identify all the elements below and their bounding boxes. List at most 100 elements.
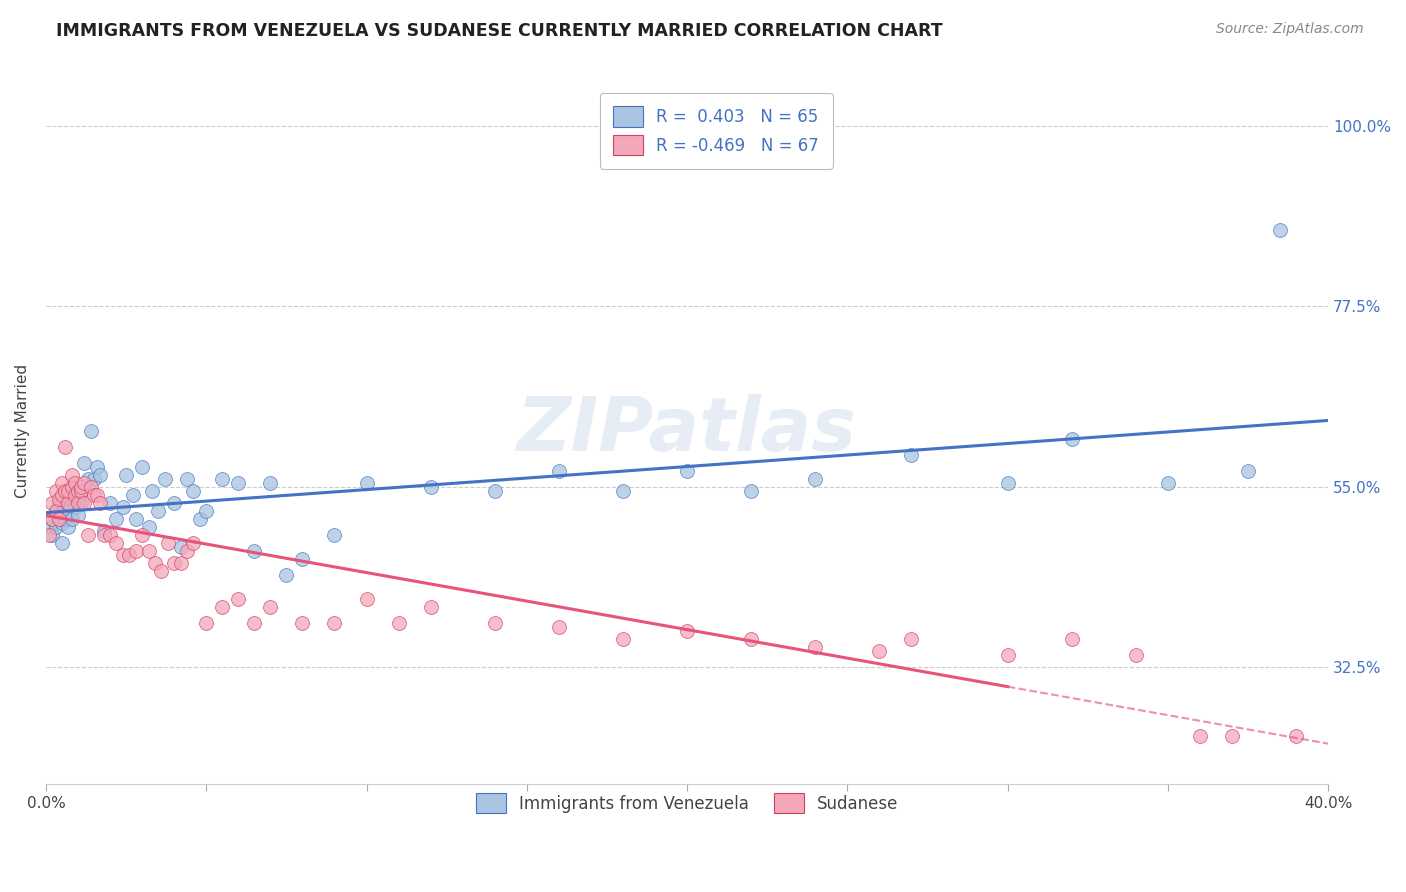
- Point: [51, 488, 73, 502]
- Point: [98, 528, 121, 542]
- Point: [53, 500, 76, 514]
- Point: [53, 483, 76, 498]
- Point: [900, 632, 922, 647]
- Point: [1060, 632, 1083, 647]
- Point: [45, 504, 67, 518]
- Point: [259, 600, 281, 615]
- Point: [58, 483, 80, 498]
- Point: [48, 512, 70, 526]
- Point: [45, 520, 67, 534]
- Point: [93, 528, 115, 542]
- Point: [60, 467, 83, 482]
- Point: [143, 556, 166, 570]
- Point: [676, 624, 699, 639]
- Point: [226, 592, 249, 607]
- Point: [125, 544, 148, 558]
- Point: [868, 644, 890, 658]
- Point: [51, 536, 73, 550]
- Point: [419, 600, 441, 615]
- Point: [740, 483, 762, 498]
- Text: IMMIGRANTS FROM VENEZUELA VS SUDANESE CURRENTLY MARRIED CORRELATION CHART: IMMIGRANTS FROM VENEZUELA VS SUDANESE CU…: [56, 22, 943, 40]
- Point: [63, 488, 86, 502]
- Point: [804, 472, 827, 486]
- Point: [176, 544, 198, 558]
- Point: [121, 488, 143, 502]
- Point: [70, 483, 93, 498]
- Point: [323, 528, 346, 542]
- Point: [150, 564, 173, 578]
- Point: [169, 556, 191, 570]
- Point: [169, 540, 191, 554]
- Point: [195, 504, 218, 518]
- Point: [131, 528, 153, 542]
- Point: [211, 600, 233, 615]
- Point: [163, 556, 186, 570]
- Point: [41, 496, 63, 510]
- Point: [1220, 729, 1243, 743]
- Point: [98, 496, 121, 510]
- Point: [70, 496, 93, 510]
- Point: [48, 491, 70, 506]
- Point: [51, 516, 73, 530]
- Point: [45, 504, 67, 518]
- Point: [41, 512, 63, 526]
- Point: [80, 424, 103, 438]
- Point: [547, 620, 569, 634]
- Point: [419, 480, 441, 494]
- Point: [86, 488, 108, 502]
- Point: [63, 475, 86, 490]
- Point: [138, 544, 160, 558]
- Point: [58, 504, 80, 518]
- Point: [804, 640, 827, 655]
- Point: [211, 472, 233, 486]
- Point: [188, 512, 211, 526]
- Point: [66, 483, 89, 498]
- Point: [63, 500, 86, 514]
- Point: [45, 483, 67, 498]
- Point: [38, 528, 60, 542]
- Point: [93, 524, 115, 538]
- Point: [105, 512, 128, 526]
- Point: [1060, 432, 1083, 446]
- Point: [195, 616, 218, 631]
- Point: [125, 512, 148, 526]
- Point: [900, 448, 922, 462]
- Point: [105, 536, 128, 550]
- Point: [53, 440, 76, 454]
- Point: [111, 548, 134, 562]
- Point: [118, 548, 141, 562]
- Point: [41, 528, 63, 542]
- Point: [60, 480, 83, 494]
- Point: [60, 512, 83, 526]
- Point: [76, 528, 98, 542]
- Point: [58, 496, 80, 510]
- Point: [83, 472, 105, 486]
- Point: [86, 459, 108, 474]
- Point: [163, 496, 186, 510]
- Point: [66, 508, 89, 522]
- Point: [243, 616, 266, 631]
- Point: [997, 475, 1019, 490]
- Point: [141, 483, 163, 498]
- Point: [740, 632, 762, 647]
- Point: [259, 475, 281, 490]
- Point: [356, 592, 378, 607]
- Point: [89, 496, 111, 510]
- Point: [1285, 729, 1308, 743]
- Point: [323, 616, 346, 631]
- Point: [89, 467, 111, 482]
- Point: [612, 632, 634, 647]
- Point: [66, 491, 89, 506]
- Point: [387, 616, 409, 631]
- Point: [547, 464, 569, 478]
- Point: [66, 496, 89, 510]
- Point: [484, 616, 506, 631]
- Point: [53, 512, 76, 526]
- Point: [60, 488, 83, 502]
- Point: [83, 488, 105, 502]
- Point: [41, 512, 63, 526]
- Point: [1157, 475, 1180, 490]
- Point: [70, 480, 93, 494]
- Point: [51, 475, 73, 490]
- Point: [612, 483, 634, 498]
